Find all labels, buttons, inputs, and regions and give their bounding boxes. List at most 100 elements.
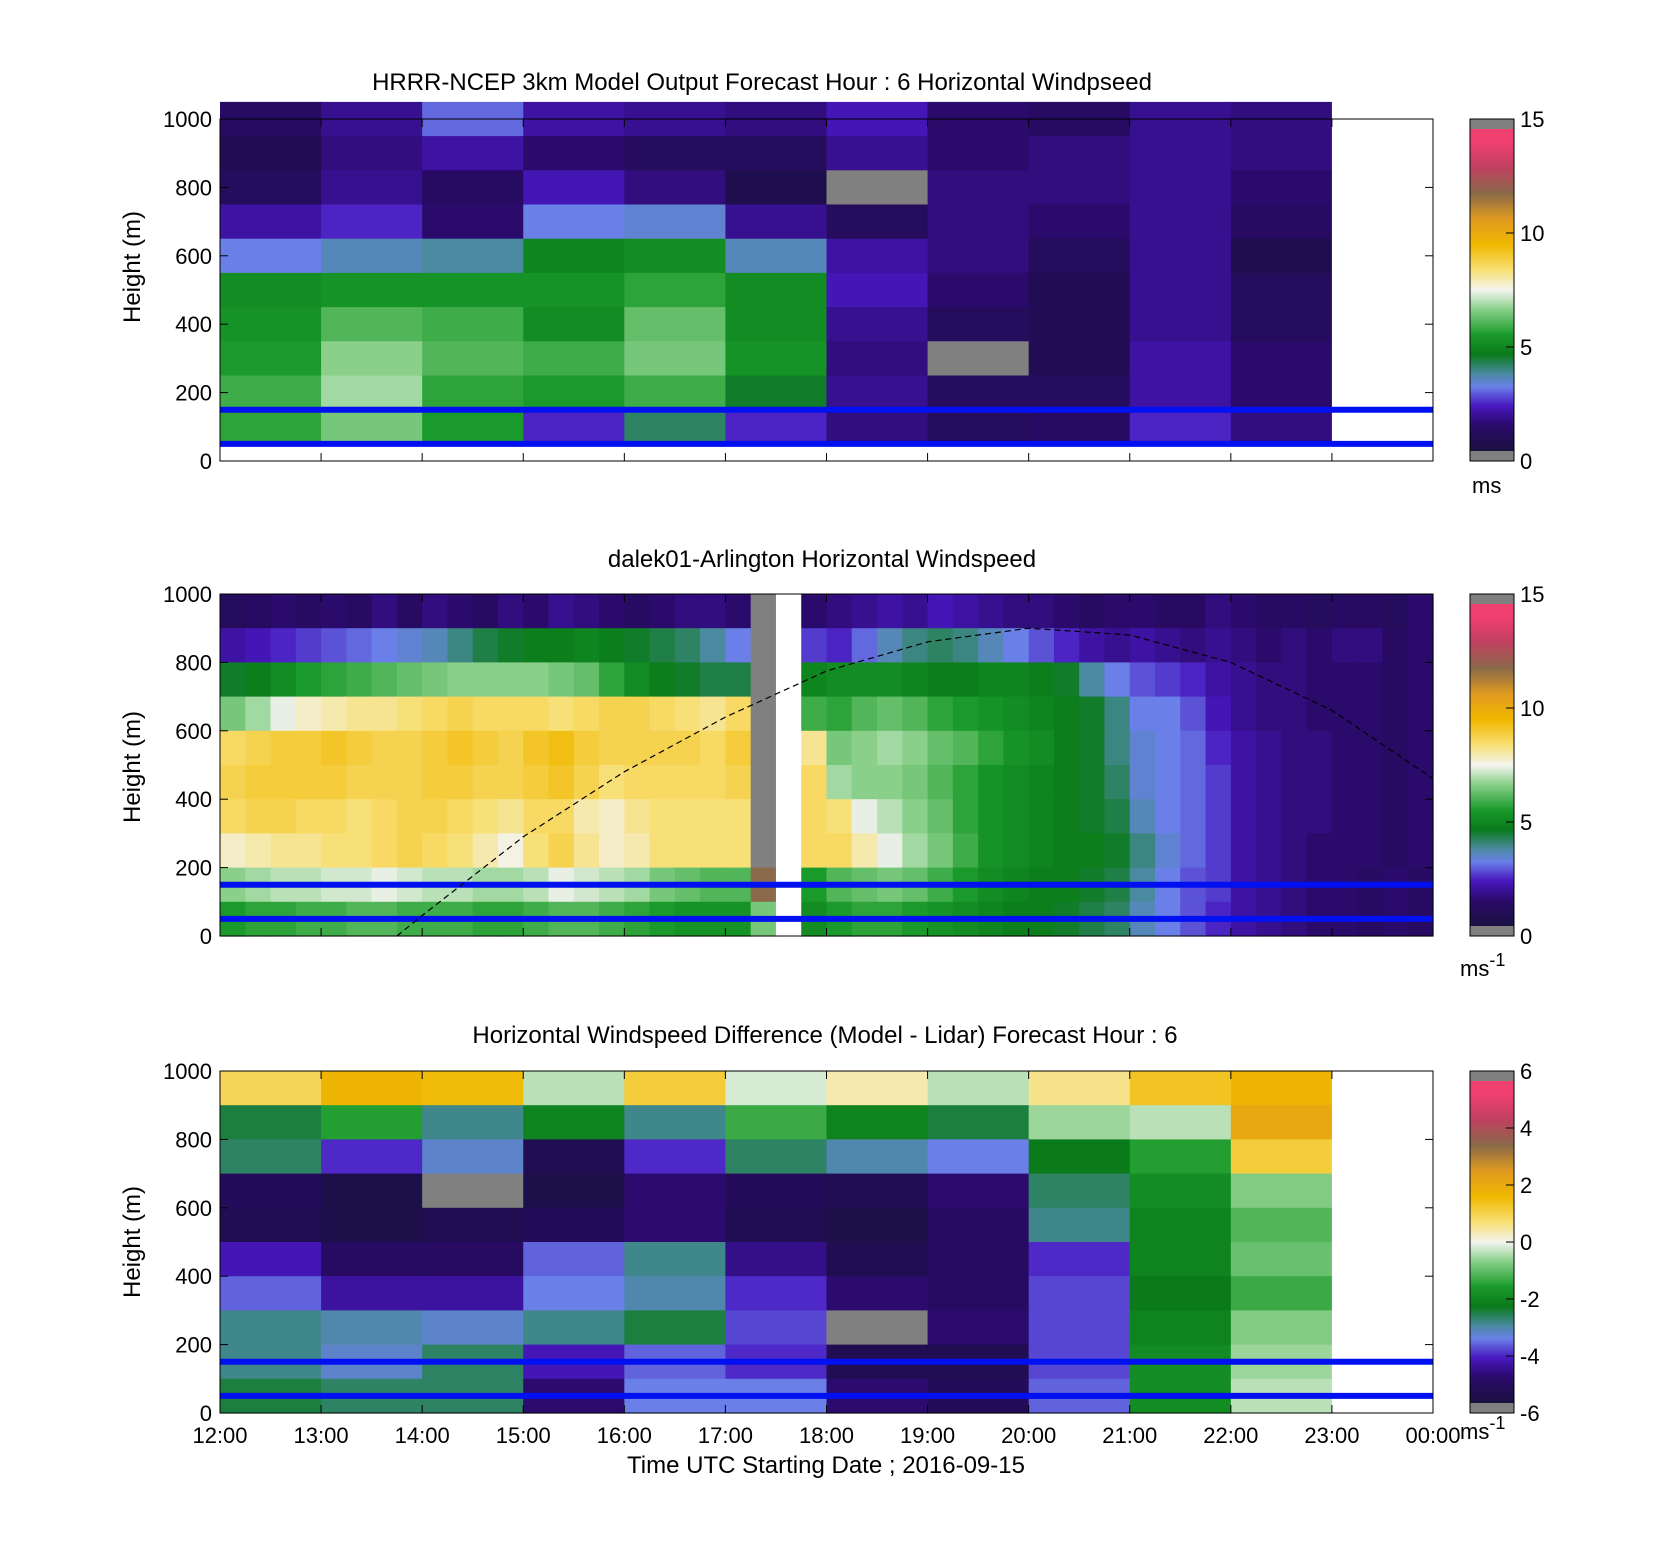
heatmap-cell <box>1230 1207 1333 1243</box>
heatmap-cell <box>1230 307 1333 342</box>
heatmap-cell <box>1230 341 1333 377</box>
heatmap-cell <box>1331 1276 1434 1311</box>
y-tick-label: 200 <box>175 1333 212 1358</box>
heatmap-cell <box>775 696 802 732</box>
heatmap-cell <box>1382 628 1409 663</box>
y-tick-label: 400 <box>175 787 212 812</box>
heatmap-cell <box>523 799 550 834</box>
heatmap-cell <box>573 594 600 629</box>
heatmap-cell <box>1230 1242 1333 1277</box>
heatmap-cell <box>321 1310 423 1346</box>
heatmap-cell <box>1028 765 1055 800</box>
colorbar-tick-label: 5 <box>1520 335 1532 360</box>
heatmap-cell <box>447 696 474 732</box>
colorbar-tick-label: 15 <box>1520 107 1544 132</box>
x-tick-label: 19:00 <box>900 1423 955 1448</box>
heatmap-cell <box>775 799 802 834</box>
heatmap-cell <box>1180 765 1207 800</box>
heatmap-cell <box>1079 662 1106 698</box>
heatmap-cell <box>422 1071 524 1106</box>
heatmap-cell <box>978 833 1004 869</box>
heatmap-cell <box>1230 375 1333 411</box>
heatmap-cell <box>1331 204 1434 240</box>
heatmap-cell <box>1129 1105 1232 1140</box>
heatmap-cell <box>1407 765 1434 800</box>
heatmap-cell <box>649 594 676 629</box>
heatmap-cell <box>573 628 600 663</box>
heatmap-cell <box>1230 765 1257 800</box>
heatmap-cell <box>725 1276 828 1311</box>
heatmap-cell <box>599 833 625 869</box>
x-tick-label: 14:00 <box>395 1423 450 1448</box>
heatmap-cell <box>826 375 929 411</box>
heatmap-cell <box>952 662 979 698</box>
heatmap-cell <box>447 594 474 629</box>
heatmap-cell <box>700 799 727 834</box>
heatmap-cell <box>1079 696 1106 732</box>
heatmap-cell <box>1230 272 1333 308</box>
heatmap-cell <box>321 696 347 732</box>
heatmap-cell <box>624 799 651 834</box>
x-axis-label: Time UTC Starting Date ; 2016-09-15 <box>627 1452 1025 1479</box>
heatmap-cell <box>952 833 979 869</box>
heatmap-cell <box>422 594 449 629</box>
heatmap-cell <box>1129 409 1232 445</box>
heatmap-cell <box>422 833 449 869</box>
heatmap-cell <box>1331 1139 1434 1175</box>
y-tick-label: 400 <box>175 312 212 337</box>
heatmap-cell <box>245 662 272 698</box>
heatmap-cell <box>599 628 625 663</box>
heatmap-cell <box>1129 696 1156 732</box>
heatmap-cell <box>573 833 600 869</box>
heatmap-cell <box>422 1207 524 1243</box>
heatmap-cell <box>775 730 802 766</box>
heatmap-cell <box>624 833 651 869</box>
heatmap-cell <box>396 662 423 698</box>
heatmap-cell <box>1281 594 1308 629</box>
heatmap-cell <box>674 765 701 800</box>
heatmap-cell <box>1104 696 1131 732</box>
heatmap-cell <box>1382 799 1409 834</box>
heatmap-cell <box>321 1276 423 1311</box>
heatmap-cell <box>599 696 625 732</box>
heatmap-cell <box>1129 375 1232 411</box>
y-tick-label: 1000 <box>163 1059 212 1084</box>
heatmap-cell <box>346 662 373 698</box>
heatmap-cell <box>295 662 322 698</box>
heatmap-cell <box>321 409 423 445</box>
heatmap-cell <box>1407 628 1434 663</box>
heatmap-cell <box>1129 1071 1232 1106</box>
heatmap-cell <box>371 799 398 834</box>
heatmap-cell <box>801 833 828 869</box>
heatmap-cell <box>902 730 929 766</box>
heatmap-cell <box>1205 662 1232 698</box>
heatmap-cell <box>1382 833 1409 869</box>
heatmap-cell <box>1256 799 1282 834</box>
heatmap-cell <box>321 1207 423 1243</box>
y-tick-label: 200 <box>175 381 212 406</box>
heatmap-cell <box>472 662 499 698</box>
heatmap-cell <box>497 833 524 869</box>
heatmap-cell <box>902 594 929 629</box>
colorbar-tick-label: 2 <box>1520 1173 1532 1198</box>
heatmap-cell <box>321 799 347 834</box>
heatmap-cell <box>725 204 828 240</box>
heatmap-cell <box>927 1207 1030 1243</box>
heatmap-cell <box>220 594 246 629</box>
heatmap-cell <box>1053 696 1080 732</box>
heatmap-cell <box>1028 1173 1131 1209</box>
heatmap-cell <box>624 204 727 240</box>
heatmap-cell <box>270 662 297 698</box>
heatmap-cell <box>1028 1310 1131 1346</box>
heatmap-cell <box>851 594 878 629</box>
heatmap-cell <box>775 628 802 663</box>
heatmap-cell <box>599 662 625 698</box>
heatmap-cell <box>700 833 727 869</box>
heatmap-cell <box>371 628 398 663</box>
heatmap-cell <box>447 799 474 834</box>
heatmap-cell <box>220 662 246 698</box>
panel-model: HRRR-NCEP 3km Model Output Forecast Hour… <box>119 69 1544 498</box>
heatmap-cell <box>1382 696 1409 732</box>
heatmap-cell <box>826 1207 929 1243</box>
heatmap-cell <box>902 662 929 698</box>
